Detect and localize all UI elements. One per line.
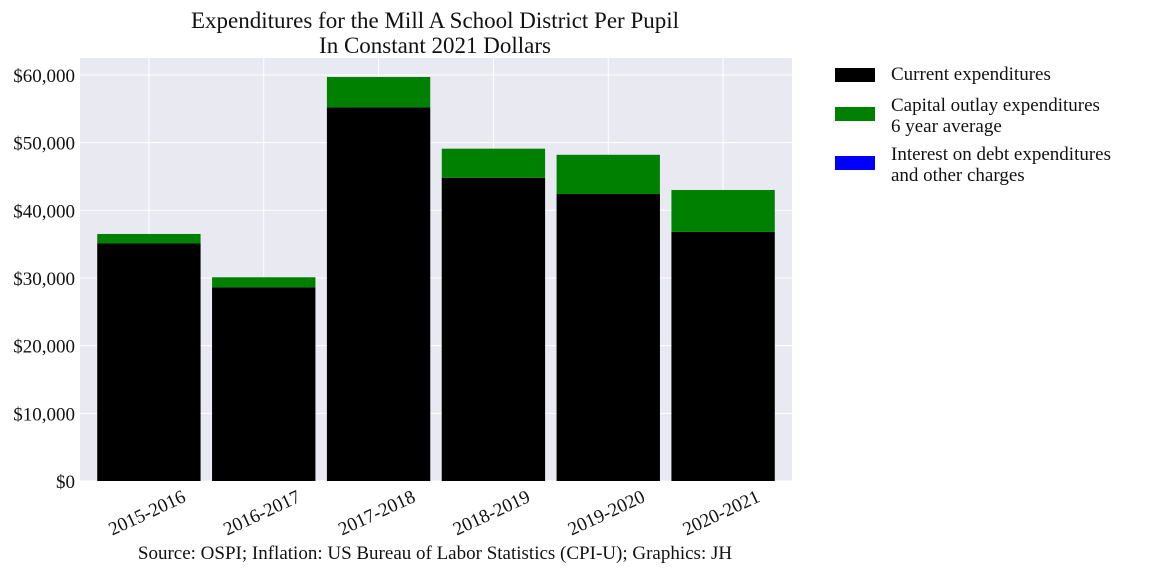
y-tick-label: $0: [56, 472, 75, 493]
chart-title: Expenditures for the Mill A School Distr…: [190, 8, 680, 33]
bar-series1-2018-2019: [441, 148, 546, 178]
x-tick-label: 2019-2020: [565, 486, 648, 540]
legend-label: Capital outlay expenditures 6 year averag…: [891, 95, 1100, 137]
y-tick-label: $50,000: [13, 134, 75, 155]
bar-series1-2019-2020: [556, 154, 660, 195]
y-tick-label: $10,000: [13, 404, 75, 425]
bar-series1-2017-2018: [326, 76, 431, 108]
x-tick-label: 2016-2017: [220, 486, 303, 540]
x-tick-label: 2018-2019: [450, 486, 533, 540]
bar-series1-2015-2016: [97, 233, 201, 244]
source-note: Source: OSPI; Inflation: US Bureau of La…: [137, 543, 733, 564]
bar-series0-2017-2018: [326, 107, 431, 481]
legend-swatch: [835, 156, 875, 170]
y-axis: $0 $10,000 $20,000 $30,000 $40,000 $50,000 $60…: [13, 66, 75, 493]
bar-series0-2020-2021: [671, 231, 775, 481]
bar-series0-2019-2020: [556, 194, 660, 481]
legend-swatch: [835, 107, 875, 121]
legend-label: Current expenditures: [891, 64, 1051, 85]
x-tick-label: 2017-2018: [335, 486, 418, 540]
bars: [97, 76, 775, 482]
x-tick-label: 2020-2021: [680, 486, 763, 540]
bar-series1-2016-2017: [212, 277, 316, 288]
chart-subtitle: In Constant 2021 Dollars: [319, 33, 551, 58]
bar-series1-2020-2021: [671, 189, 775, 232]
x-axis: 2015-2016 2016-2017 2017-2018 2018-2019 2019…: [106, 486, 764, 540]
y-tick-label: $60,000: [13, 66, 75, 87]
legend-label: Interest on debt expenditures and other c…: [891, 144, 1112, 186]
y-tick-label: $40,000: [13, 201, 75, 222]
x-tick-label: 2015-2016: [106, 486, 189, 540]
bar-series0-2015-2016: [97, 243, 201, 481]
bar-series0-2016-2017: [212, 287, 316, 481]
y-tick-label: $30,000: [13, 269, 75, 290]
legend-swatch: [835, 68, 875, 82]
y-tick-label: $20,000: [13, 337, 75, 358]
bar-series0-2018-2019: [441, 177, 546, 482]
